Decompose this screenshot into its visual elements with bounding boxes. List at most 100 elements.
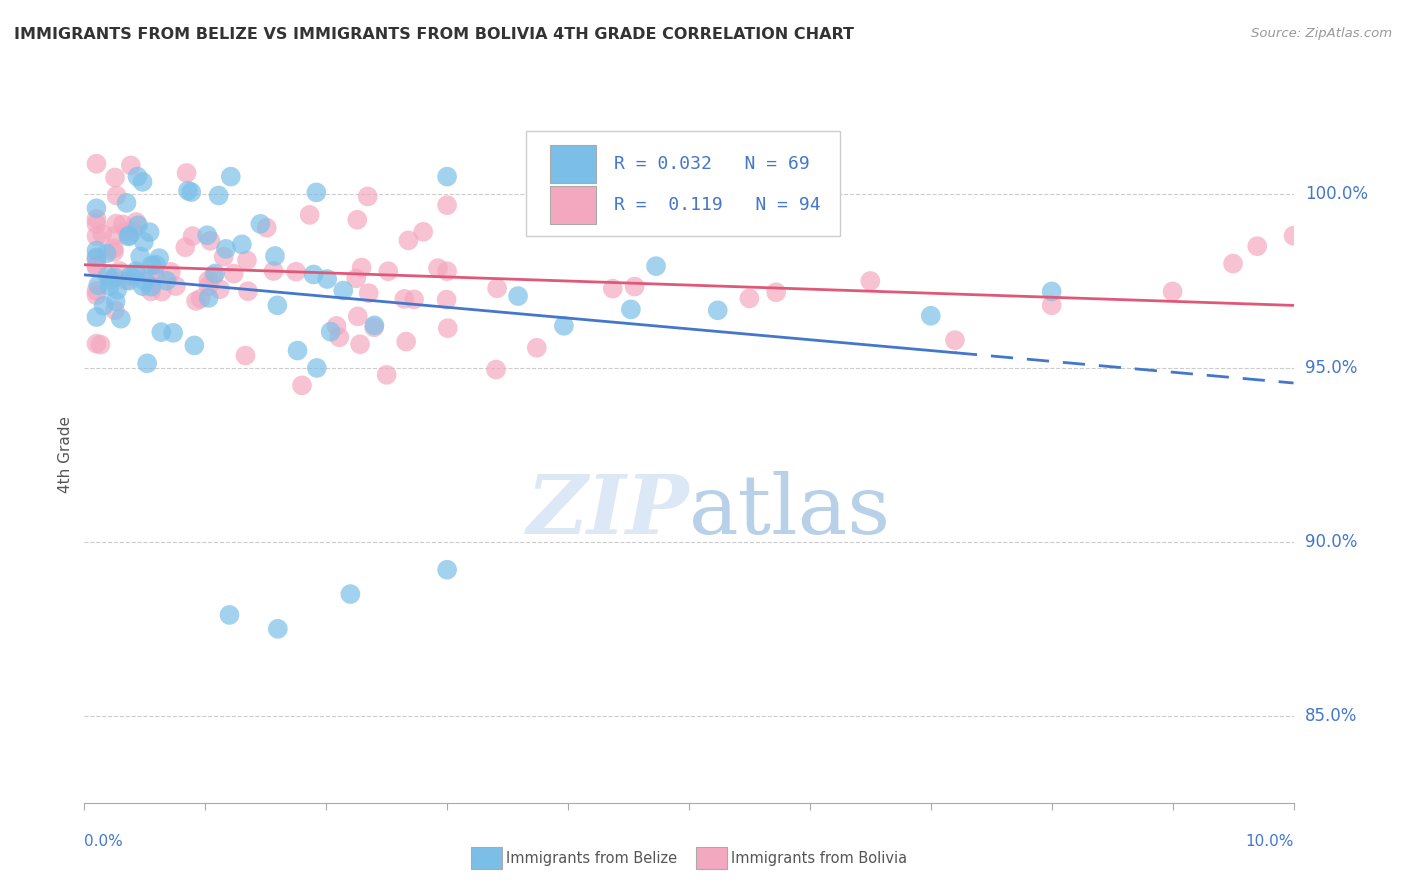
Text: Immigrants from Belize: Immigrants from Belize (506, 851, 678, 865)
Point (104, 228, 127, 243)
Point (394, 292, 416, 306)
Point (526, 341, 548, 355)
Point (86, 244, 108, 258)
Point (174, 240, 197, 254)
Point (165, 279, 187, 293)
Point (183, 338, 205, 352)
Point (943, 333, 966, 347)
FancyBboxPatch shape (550, 145, 596, 183)
Point (86, 260, 108, 274)
Point (155, 274, 177, 288)
Text: Source: ZipAtlas.com: Source: ZipAtlas.com (1251, 27, 1392, 40)
FancyBboxPatch shape (550, 186, 596, 224)
Point (124, 267, 146, 281)
Point (485, 362, 508, 376)
Point (131, 175, 153, 189)
Point (765, 285, 787, 300)
Point (291, 378, 314, 392)
Point (118, 274, 141, 288)
Point (553, 318, 575, 333)
Text: R =  0.119   N = 94: R = 0.119 N = 94 (614, 196, 821, 214)
Point (145, 258, 167, 272)
Point (623, 279, 645, 293)
Point (129, 250, 152, 264)
Point (412, 225, 434, 239)
Point (139, 266, 162, 280)
Point (344, 271, 367, 285)
Point (87, 278, 110, 293)
Point (204, 267, 226, 281)
Point (132, 235, 155, 249)
Point (436, 293, 458, 307)
Point (86, 288, 108, 302)
Point (506, 289, 529, 303)
Point (115, 224, 138, 238)
Point (141, 279, 163, 293)
Point (177, 184, 200, 198)
Point (395, 334, 418, 349)
Point (197, 291, 219, 305)
Point (305, 186, 328, 200)
Point (319, 325, 342, 339)
Point (285, 265, 308, 279)
Point (104, 303, 127, 318)
Point (287, 343, 309, 358)
Point (249, 217, 271, 231)
Point (200, 234, 222, 248)
Point (86, 259, 108, 273)
Point (236, 284, 259, 298)
Point (134, 275, 156, 289)
Point (103, 241, 125, 255)
Point (920, 309, 942, 323)
Point (263, 264, 285, 278)
Point (181, 229, 204, 244)
Point (236, 253, 259, 268)
Point (256, 220, 278, 235)
Point (207, 188, 229, 202)
Point (184, 293, 207, 308)
Text: 90.0%: 90.0% (1305, 533, 1357, 551)
Point (98, 279, 121, 293)
Point (645, 259, 668, 273)
Point (86, 336, 108, 351)
Point (127, 218, 149, 232)
Point (150, 325, 173, 339)
Point (86, 310, 108, 324)
Text: 10.0%: 10.0% (1246, 834, 1294, 849)
Point (316, 272, 339, 286)
Point (105, 188, 128, 202)
Point (349, 337, 371, 351)
Point (215, 242, 238, 256)
Point (197, 279, 219, 293)
Point (141, 258, 163, 272)
Point (377, 264, 399, 278)
Point (118, 228, 141, 243)
Point (436, 169, 458, 184)
Point (148, 251, 170, 265)
Text: R = 0.032   N = 69: R = 0.032 N = 69 (614, 155, 810, 173)
Point (404, 293, 426, 307)
Point (339, 587, 361, 601)
Point (136, 356, 159, 370)
Text: 0.0%: 0.0% (84, 834, 124, 849)
Point (357, 286, 380, 301)
Point (86, 202, 108, 216)
Point (86, 251, 108, 265)
Point (190, 292, 212, 306)
Point (346, 212, 368, 227)
Text: ZIP: ZIP (526, 471, 689, 550)
Point (176, 166, 198, 180)
Point (302, 268, 325, 282)
Point (86, 229, 108, 244)
Point (363, 320, 385, 334)
Point (305, 361, 328, 376)
Point (486, 281, 509, 295)
Point (105, 217, 128, 231)
Point (91, 227, 114, 241)
Text: 95.0%: 95.0% (1305, 359, 1357, 377)
Point (602, 282, 624, 296)
Point (86, 252, 108, 267)
Point (219, 169, 242, 184)
Point (162, 326, 184, 340)
Point (86, 212, 108, 227)
